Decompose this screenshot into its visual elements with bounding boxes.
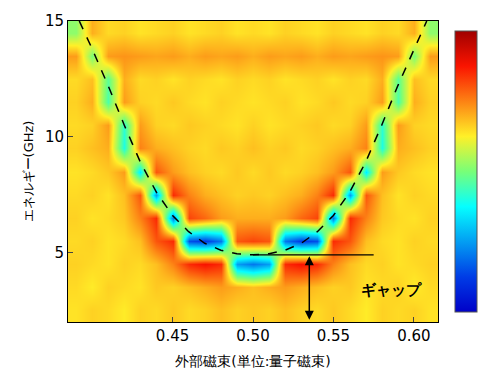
svg-text:エネルギー(GHz): エネルギー(GHz): [21, 121, 36, 223]
svg-text:0.50: 0.50: [236, 327, 269, 345]
svg-text:外部磁束(単位:量子磁束): 外部磁束(単位:量子磁束): [175, 353, 331, 369]
svg-text:10: 10: [45, 128, 64, 146]
svg-text:0.55: 0.55: [317, 327, 350, 345]
svg-text:0.60: 0.60: [397, 327, 430, 345]
svg-text:5: 5: [54, 244, 64, 262]
svg-text:ギャップ: ギャップ: [361, 281, 422, 299]
svg-text:15: 15: [45, 12, 64, 30]
svg-text:0.45: 0.45: [156, 327, 189, 345]
